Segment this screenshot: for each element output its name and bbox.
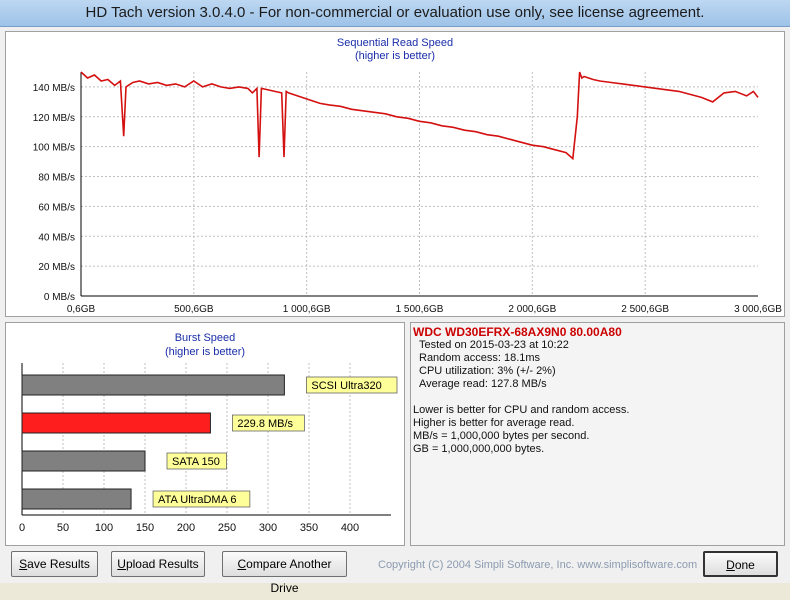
note-mbs-definition: MB/s = 1,000,000 bytes per second. — [413, 430, 590, 442]
burst-bar-label: SATA 150 — [172, 456, 220, 468]
drive-model: WDC WD30EFRX-68AX9N0 80.00A80 — [413, 325, 622, 339]
seq-chart-title: Sequential Read Speed — [337, 37, 453, 49]
burst-speed-panel: Burst Speed (higher is better) 0 50 100 150 20… — [5, 322, 405, 546]
average-read: Average read: 127.8 MB/s — [419, 378, 547, 390]
burst-x-tick-label: 0 — [19, 522, 25, 534]
seq-y-tick-label: 20 MB/s — [38, 262, 75, 273]
done-mnemonic: D — [726, 558, 735, 572]
random-access: Random access: 18.1ms — [419, 352, 541, 364]
compare-drive-label: ompare Another Drive — [246, 557, 332, 595]
burst-x-tick-label: 300 — [259, 522, 277, 534]
seq-chart-subtitle: (higher is better) — [355, 50, 435, 62]
burst-bar — [21, 488, 132, 510]
sequential-read-chart: Sequential Read Speed(higher is better) 0… — [33, 37, 782, 315]
seq-x-tick-label: 0,6GB — [67, 304, 96, 315]
cpu-utilization: CPU utilization: 3% (+/- 2%) — [419, 365, 556, 377]
drive-info-panel: WDC WD30EFRX-68AX9N0 80.00A80 Tested on … — [410, 322, 785, 546]
save-results-button[interactable]: Save Results — [11, 551, 98, 577]
upload-results-mnemonic: U — [117, 557, 126, 571]
seq-x-tick-label: 1 000,6GB — [283, 304, 331, 315]
done-label: one — [734, 558, 755, 572]
burst-chart-subtitle: (higher is better) — [165, 346, 245, 358]
note-gb-definition: GB = 1,000,000,000 bytes. — [413, 443, 545, 455]
burst-bar-label: ATA UltraDMA 6 — [158, 494, 236, 506]
seq-x-tick-label: 2 000,6GB — [508, 304, 556, 315]
burst-x-tick-label: 350 — [300, 522, 318, 534]
seq-y-tick-label: 100 MB/s — [33, 143, 75, 154]
burst-x-tick-label: 250 — [218, 522, 236, 534]
sequential-read-panel: Sequential Read Speed (higher is better) 0… — [5, 31, 785, 317]
burst-speed-chart: Burst Speed (higher is better) 0 50 100 150 20… — [19, 332, 398, 534]
seq-x-tick-label: 1 500,6GB — [396, 304, 444, 315]
seq-x-tick-label: 2 500,6GB — [621, 304, 669, 315]
burst-bar — [21, 412, 211, 434]
read-speed-line — [80, 71, 759, 161]
compare-another-drive-button[interactable]: Compare Another Drive — [222, 551, 347, 595]
burst-x-tick-label: 100 — [95, 522, 113, 534]
upload-results-label: pload Results — [125, 557, 199, 571]
save-results-mnemonic: S — [19, 557, 28, 571]
burst-bar-label: SCSI Ultra320 — [311, 380, 381, 392]
burst-bar-label-box — [305, 376, 398, 394]
burst-x-tick-label: 200 — [177, 522, 195, 534]
upload-results-button[interactable]: Upload Results — [111, 551, 205, 577]
tested-date: Tested on 2015-03-23 at 10:22 — [419, 339, 569, 351]
seq-y-tick-label: 0 MB/s — [44, 292, 75, 303]
copyright-text: Copyright (C) 2004 Simpli Software, Inc.… — [378, 559, 698, 571]
seq-x-tick-label: 3 000,6GB — [734, 304, 782, 315]
burst-x-tick-label: 400 — [341, 522, 359, 534]
window-title: HD Tach version 3.0.4.0 - For non-commer… — [0, 0, 790, 27]
burst-x-tick-label: 150 — [136, 522, 154, 534]
note-higher-better: Higher is better for average read. — [413, 417, 575, 429]
seq-y-tick-label: 140 MB/s — [33, 83, 75, 94]
seq-y-tick-label: 120 MB/s — [33, 113, 75, 124]
burst-x-tick-label: 50 — [57, 522, 69, 534]
seq-y-tick-label: 80 MB/s — [38, 173, 75, 184]
burst-chart-title: Burst Speed — [175, 332, 236, 344]
burst-bar-label: 229.8 MB/s — [237, 418, 293, 430]
seq-y-tick-label: 60 MB/s — [38, 202, 75, 213]
seq-y-tick-label: 40 MB/s — [38, 232, 75, 243]
compare-drive-mnemonic: C — [237, 557, 247, 571]
burst-bar-label-box — [232, 414, 305, 432]
burst-bar — [21, 374, 285, 396]
save-results-label: ave Results — [27, 557, 90, 571]
burst-bar — [21, 450, 146, 472]
note-lower-better: Lower is better for CPU and random acces… — [413, 404, 630, 416]
burst-bar-label-box — [166, 452, 227, 470]
burst-bar-label-box — [152, 490, 251, 508]
done-button[interactable]: Done — [703, 551, 778, 577]
seq-x-tick-label: 500,6GB — [174, 304, 214, 315]
